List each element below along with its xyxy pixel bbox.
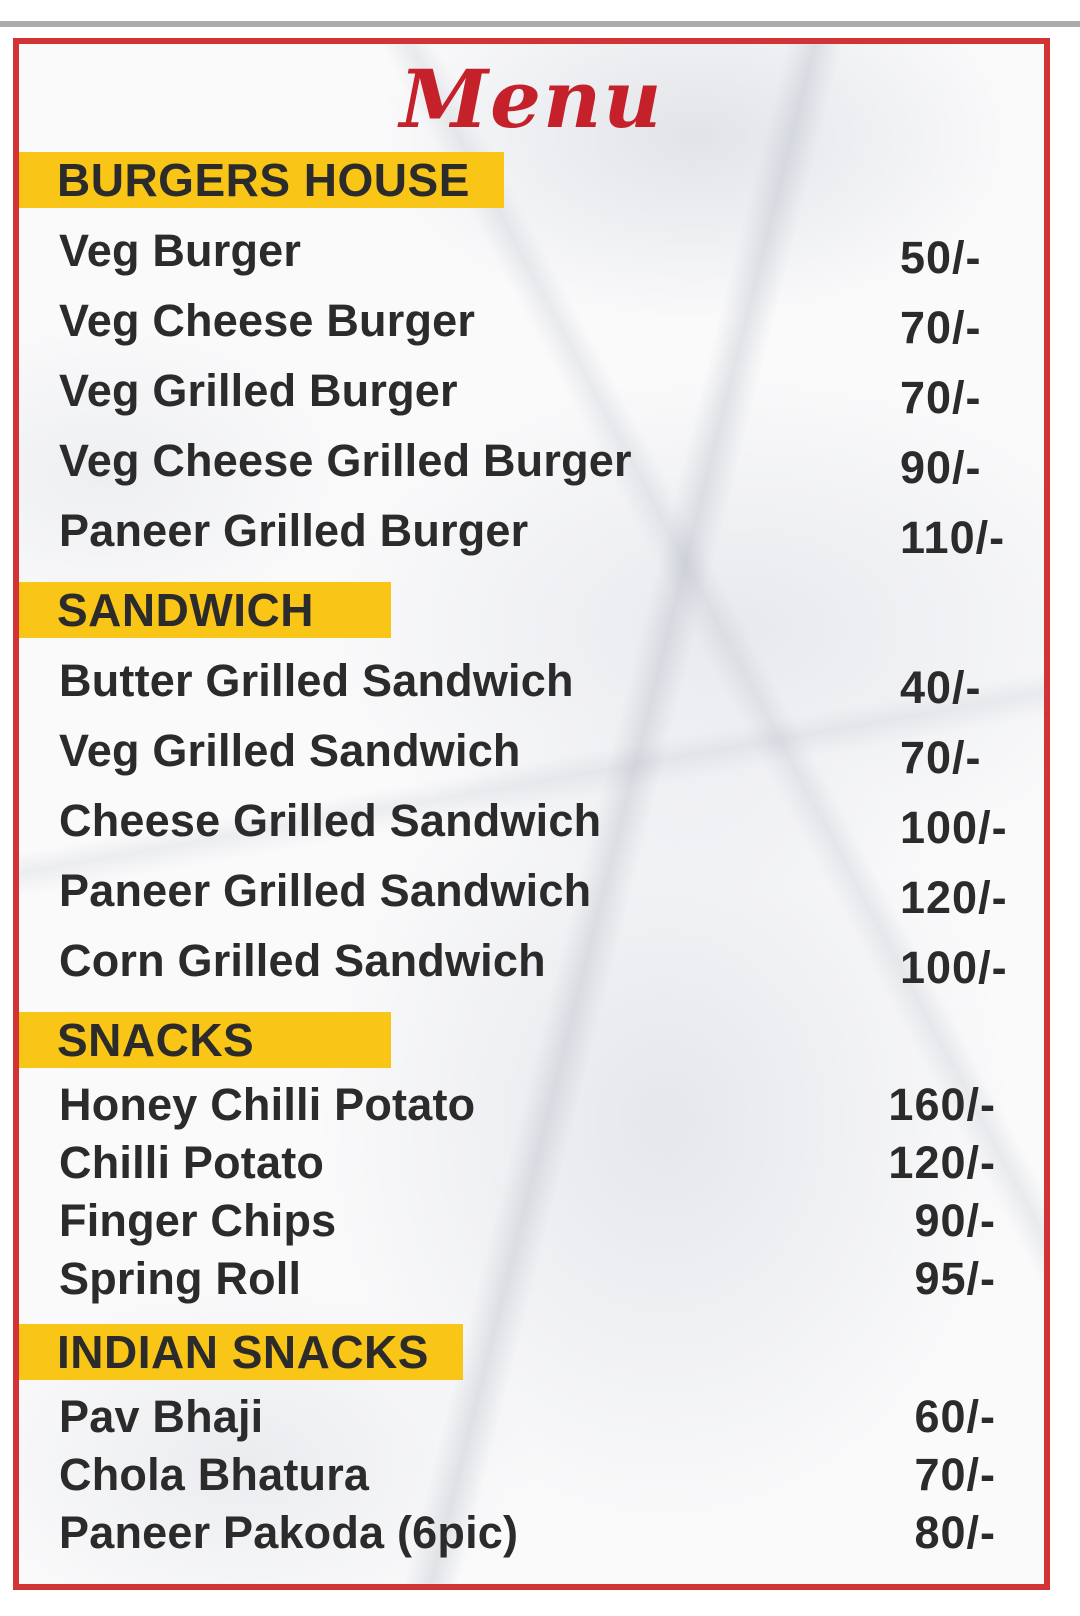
- menu-item-price: 80/-: [914, 1507, 996, 1558]
- section-label: BURGERS HOUSE: [57, 154, 470, 206]
- menu-item-price: 95/-: [914, 1253, 996, 1304]
- top-divider-bar: [0, 21, 1080, 27]
- menu-item-name: Honey Chilli Potato: [59, 1079, 476, 1130]
- section-label: INDIAN SNACKS: [57, 1326, 429, 1378]
- menu-item-row: Veg Cheese Burger 70/-: [19, 286, 1044, 356]
- menu-item-price: 70/-: [900, 732, 982, 783]
- menu-item-price: 110/-: [900, 512, 1006, 563]
- menu-section: SNACKS Honey Chilli Potato 160/- Chilli …: [19, 1012, 1044, 1308]
- menu-item-row: Veg Grilled Burger 70/-: [19, 356, 1044, 426]
- menu-title: Menu: [399, 52, 664, 146]
- menu-item-name: Veg Cheese Burger: [59, 295, 476, 346]
- menu-item-row: Cheese Grilled Sandwich 100/-: [19, 786, 1044, 856]
- menu-item-name: Corn Grilled Sandwich: [59, 935, 546, 986]
- sections-list: BURGERS HOUSE Veg Burger 50/- Veg Cheese…: [19, 152, 1044, 1562]
- menu-item-row: Chola Bhatura 70/-: [19, 1446, 1044, 1504]
- menu-item-row: Veg Cheese Grilled Burger 90/-: [19, 426, 1044, 496]
- menu-item-row: Paneer Grilled Sandwich 120/-: [19, 856, 1044, 926]
- section-label: SANDWICH: [57, 584, 314, 636]
- menu-item-price: 70/-: [900, 372, 982, 423]
- menu-item-price: 60/-: [914, 1391, 996, 1442]
- menu-item-row: Spring Roll 95/-: [19, 1250, 1044, 1308]
- menu-item-name: Paneer Pakoda (6pic): [59, 1507, 519, 1558]
- menu-item-name: Veg Burger: [59, 225, 302, 276]
- menu-item-row: Finger Chips 90/-: [19, 1192, 1044, 1250]
- menu-item-name: Veg Cheese Grilled Burger: [59, 435, 632, 486]
- menu-item-name: Cheese Grilled Sandwich: [59, 795, 602, 846]
- menu-item-price: 90/-: [914, 1195, 996, 1246]
- menu-item-price: 100/-: [900, 802, 1008, 853]
- menu-section: BURGERS HOUSE Veg Burger 50/- Veg Cheese…: [19, 152, 1044, 566]
- menu-item-row: Honey Chilli Potato 160/-: [19, 1076, 1044, 1134]
- menu-item-name: Pav Bhaji: [59, 1391, 264, 1442]
- menu-section: INDIAN SNACKS Pav Bhaji 60/- Chola Bhatu…: [19, 1324, 1044, 1562]
- section-header: BURGERS HOUSE: [19, 152, 504, 208]
- menu-item-name: Chilli Potato: [59, 1137, 325, 1188]
- menu-item-price: 40/-: [900, 662, 982, 713]
- menu-item-price: 120/-: [888, 1137, 996, 1188]
- section-items: Butter Grilled Sandwich 40/- Veg Grilled…: [19, 646, 1044, 996]
- section-items: Pav Bhaji 60/- Chola Bhatura 70/- Paneer…: [19, 1388, 1044, 1562]
- section-items: Veg Burger 50/- Veg Cheese Burger 70/- V…: [19, 216, 1044, 566]
- menu-item-price: 70/-: [914, 1449, 996, 1500]
- menu-item-price: 70/-: [900, 302, 982, 353]
- menu-item-row: Paneer Pakoda (6pic) 80/-: [19, 1504, 1044, 1562]
- section-header: SNACKS: [19, 1012, 391, 1068]
- section-header: SANDWICH: [19, 582, 391, 638]
- menu-item-name: Finger Chips: [59, 1195, 337, 1246]
- menu-item-row: Chilli Potato 120/-: [19, 1134, 1044, 1192]
- menu-item-row: Pav Bhaji 60/-: [19, 1388, 1044, 1446]
- menu-item-name: Paneer Grilled Sandwich: [59, 865, 592, 916]
- menu-item-name: Paneer Grilled Burger: [59, 505, 529, 556]
- menu-card: Menu BURGERS HOUSE Veg Burger 50/- Veg C…: [13, 38, 1050, 1590]
- section-items: Honey Chilli Potato 160/- Chilli Potato …: [19, 1076, 1044, 1308]
- menu-item-price: 100/-: [900, 942, 1008, 993]
- menu-item-price: 120/-: [900, 872, 1008, 923]
- menu-item-name: Butter Grilled Sandwich: [59, 655, 574, 706]
- section-header: INDIAN SNACKS: [19, 1324, 463, 1380]
- section-label: SNACKS: [57, 1014, 255, 1066]
- menu-item-row: Butter Grilled Sandwich 40/-: [19, 646, 1044, 716]
- menu-item-name: Chola Bhatura: [59, 1449, 370, 1500]
- menu-item-name: Veg Grilled Sandwich: [59, 725, 521, 776]
- menu-item-price: 160/-: [888, 1079, 996, 1130]
- menu-item-name: Veg Grilled Burger: [59, 365, 458, 416]
- menu-item-row: Veg Burger 50/-: [19, 216, 1044, 286]
- menu-item-row: Veg Grilled Sandwich 70/-: [19, 716, 1044, 786]
- menu-item-row: Paneer Grilled Burger 110/-: [19, 496, 1044, 566]
- menu-item-name: Spring Roll: [59, 1253, 302, 1304]
- menu-item-row: Corn Grilled Sandwich 100/-: [19, 926, 1044, 996]
- menu-item-price: 90/-: [900, 442, 982, 493]
- menu-section: SANDWICH Butter Grilled Sandwich 40/- Ve…: [19, 582, 1044, 996]
- menu-item-price: 50/-: [900, 232, 982, 283]
